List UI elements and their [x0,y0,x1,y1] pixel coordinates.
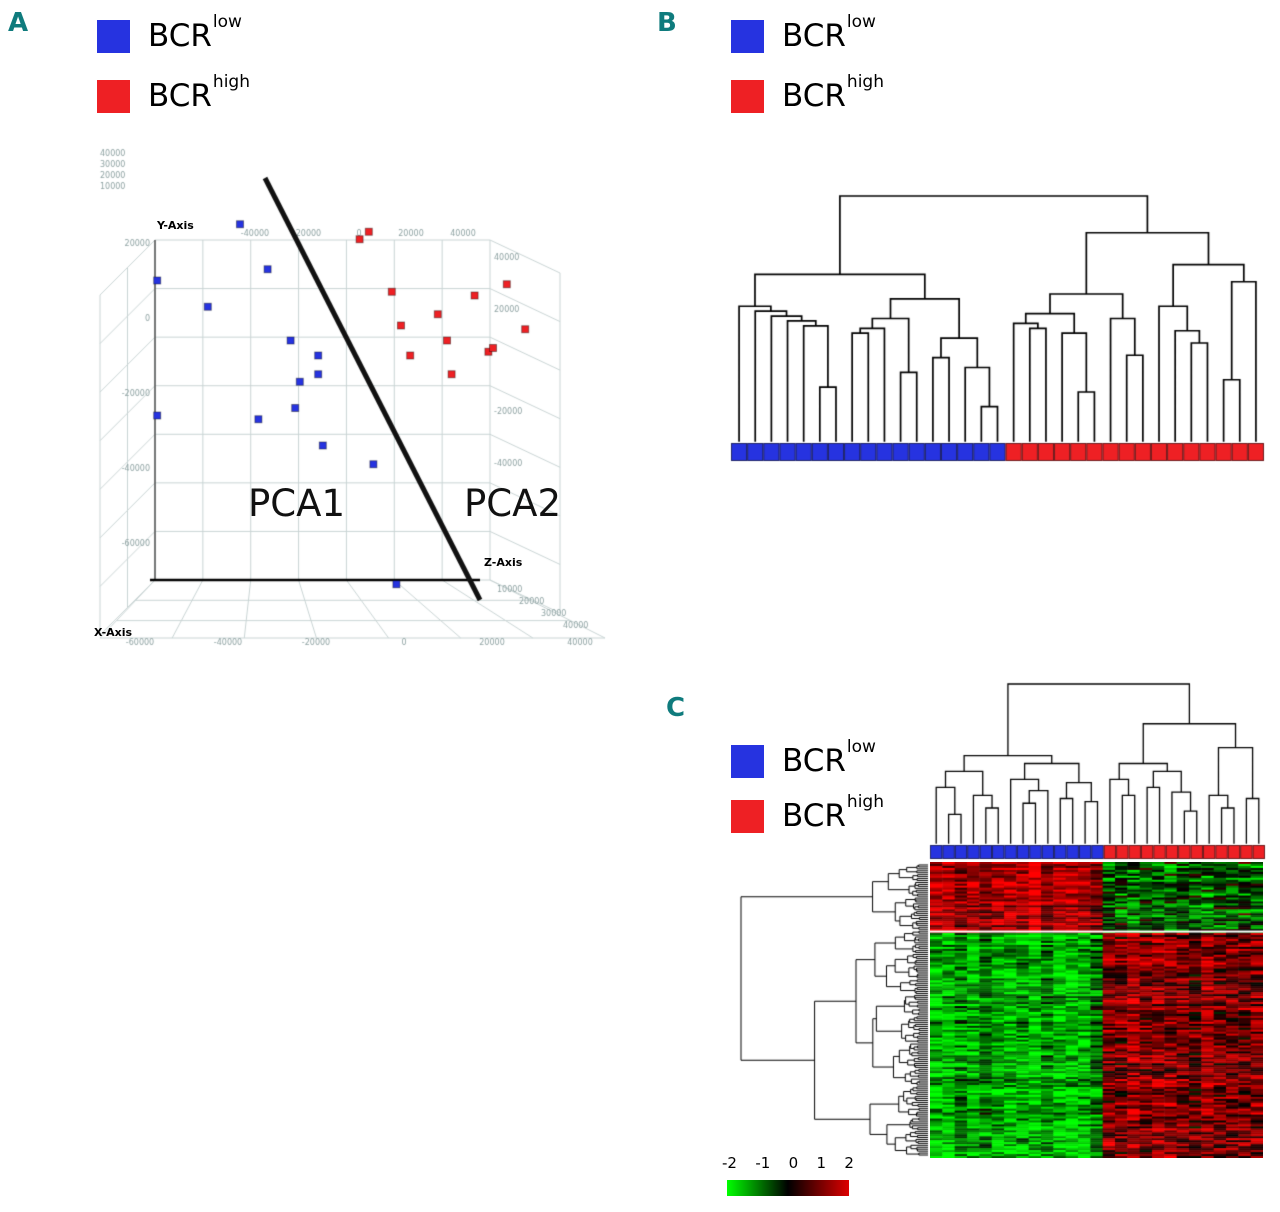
legend-item-bcr-low: BCRlow [731,739,883,779]
z-axis-label: Z-Axis [484,556,523,569]
colorbar-tick: 2 [844,1154,854,1172]
bcr-low-sup: low [846,737,876,758]
colorbar-tick: 0 [788,1154,799,1172]
colorbar-tick: 1 [816,1154,827,1172]
bcr-high-label: BCRhigh [782,74,884,114]
panel-a-legend: BCRlow BCRhigh [97,14,250,114]
row-dendrogram-canvas [733,862,929,1158]
bcr-low-base: BCR [782,18,846,54]
legend-item-bcr-high: BCRhigh [731,74,884,114]
panel-b-legend: BCRlow BCRhigh [731,14,884,114]
bcr-high-label: BCRhigh [148,74,250,114]
bcr-low-sup: low [846,12,876,33]
colorbar-gradient [727,1180,849,1196]
bcr-high-sup: high [212,72,250,93]
sample-dendrogram-canvas [725,182,1270,464]
bcr-low-base: BCR [782,743,846,779]
bcr-low-swatch [97,20,130,53]
panel-c-legend: BCRlow BCRhigh [731,739,884,834]
bcr-high-base: BCR [782,78,846,114]
pca1-label: PCA1 [248,482,345,525]
bcr-high-swatch [731,80,764,113]
pca2-label: PCA2 [464,482,561,525]
bcr-high-swatch [731,800,764,833]
bcr-low-sup: low [212,12,242,33]
colorbar-tick: -1 [755,1154,771,1172]
bcr-high-swatch [97,80,130,113]
bcr-low-base: BCR [148,18,212,54]
colorbar-tick: -2 [722,1154,737,1172]
heatmap-canvas [930,862,1263,1158]
legend-item-bcr-low: BCRlow [97,14,249,54]
bcr-low-label: BCRlow [148,14,242,54]
bcr-high-sup: high [846,792,884,813]
bcr-high-base: BCR [148,78,212,114]
legend-item-bcr-high: BCRhigh [731,794,884,834]
bcr-high-sup: high [846,72,884,93]
bcr-low-swatch [731,745,764,778]
legend-item-bcr-low: BCRlow [731,14,883,54]
colorbar-labels: -2 -1 0 1 2 [722,1154,854,1172]
x-axis-label: X-Axis [94,626,133,639]
bcr-high-label: BCRhigh [782,794,884,834]
column-dendrogram-canvas [925,676,1270,862]
panel-a-label: A [8,8,29,38]
pca-3d-plot-canvas [60,140,640,650]
y-axis-label: Y-Axis [157,219,194,232]
bcr-low-label: BCRlow [782,739,876,779]
legend-item-bcr-high: BCRhigh [97,74,250,114]
bcr-low-label: BCRlow [782,14,876,54]
panel-c-label: C [666,693,686,723]
bcr-high-base: BCR [782,798,846,834]
bcr-low-swatch [731,20,764,53]
panel-b-label: B [657,8,677,38]
